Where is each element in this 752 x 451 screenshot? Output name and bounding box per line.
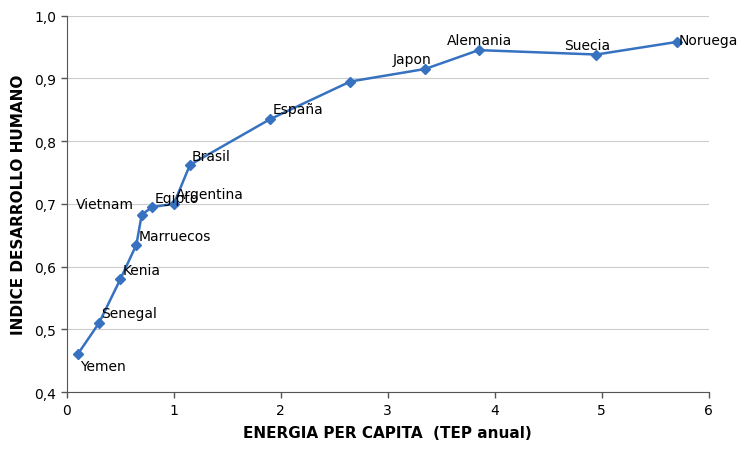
Text: Vietnam: Vietnam [75,198,133,212]
Text: Alemania: Alemania [447,34,512,48]
Text: Kenia: Kenia [123,264,160,278]
Text: Senegal: Senegal [101,306,157,320]
Text: Japon: Japon [393,53,432,67]
Text: Noruega: Noruega [679,34,738,48]
Text: España: España [272,103,323,117]
Text: Argentina: Argentina [176,187,244,201]
Text: Yemen: Yemen [80,359,126,373]
Text: Egipto: Egipto [155,192,199,206]
Y-axis label: INDICE DESARROLLO HUMANO: INDICE DESARROLLO HUMANO [11,74,26,334]
Text: Brasil: Brasil [192,150,231,164]
Text: Suecia: Suecia [564,39,611,53]
Text: Marruecos: Marruecos [138,229,211,243]
X-axis label: ENERGIA PER CAPITA  (TEP anual): ENERGIA PER CAPITA (TEP anual) [244,425,532,440]
